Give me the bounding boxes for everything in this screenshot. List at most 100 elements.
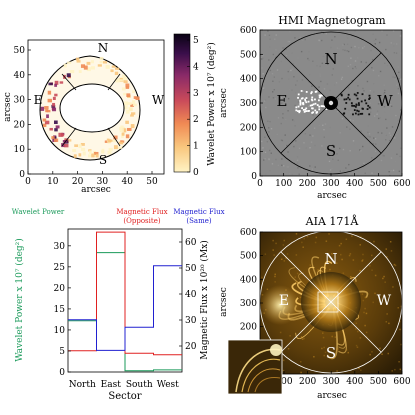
right-tick-label: 50 [185, 264, 197, 274]
tick-label: 30 [14, 96, 26, 106]
sector-ylabel-right: Magnetic Flux x 10²⁰ (Mx) [199, 240, 210, 360]
tick-label: 100 [275, 377, 292, 387]
tick-label: 50 [146, 177, 158, 187]
left-tick-label: 10 [54, 326, 66, 336]
aia-x-ticks: 100 200 300 400 500 600 [275, 371, 411, 387]
sector-xlabel: Sector [108, 391, 141, 402]
p1-sector-w: W [152, 93, 165, 107]
hmi-image [260, 30, 402, 176]
legend-flux-same-line1: Magnetic Flux [173, 208, 224, 216]
tick-label: 600 [240, 228, 257, 238]
tick-label: 500 [370, 179, 387, 189]
tick-label: 40 [121, 177, 133, 187]
p1-sector-s: S [99, 153, 107, 167]
category-label: North [69, 380, 96, 390]
p1-x-ticks: 0 10 20 30 40 50 [25, 171, 158, 187]
hmi-sector-s: S [326, 142, 336, 160]
hmi-xlabel: arcsec [317, 191, 347, 201]
tick-label: 40 [14, 71, 26, 81]
tick-label: 200 [240, 123, 257, 133]
p1-ylabel: arcsec [3, 92, 13, 122]
tick-label: 20 [72, 177, 84, 187]
right-tick-label: 60 [185, 238, 197, 248]
p1-xlabel: arcsec [81, 185, 111, 195]
colorbar-tick-label: 5 [193, 36, 199, 46]
sector-chart-panel: Wavelet Power Magnetic Flux (Opposite) M… [12, 208, 225, 402]
left-tick-label: 0 [59, 368, 65, 378]
hmi-sector-e: E [277, 92, 288, 110]
sector-ylabel-left: Wavelet Power x 10⁷ (deg²) [14, 238, 25, 362]
sector-right-ticks: 20 30 40 50 60 [179, 238, 197, 352]
left-tick-label: 20 [54, 284, 66, 294]
category-label: South [126, 380, 153, 390]
tick-label: 30 [97, 177, 109, 187]
tick-label: 400 [240, 275, 257, 285]
tick-label: 500 [370, 377, 387, 387]
colorbar-tick-label: 1 [193, 142, 199, 152]
right-tick-label: 30 [185, 316, 197, 326]
tick-label: 200 [240, 323, 257, 333]
category-label: East [101, 380, 122, 390]
legend-flux-same-line2: (Same) [186, 217, 211, 225]
colorbar-tick-label: 3 [193, 89, 199, 99]
sector-categories: North East South West [69, 380, 179, 390]
tick-label: 100 [240, 148, 257, 158]
aia-ylabel: arcsec [219, 287, 229, 317]
hmi-title: HMI Magnetogram [278, 14, 386, 27]
category-label: West [157, 380, 179, 390]
tick-label: 100 [275, 179, 292, 189]
aia-sector-w: W [377, 293, 392, 309]
aia-sector-e: E [279, 293, 289, 309]
colorbar-tick-label: 2 [193, 115, 199, 125]
tick-label: 300 [323, 377, 340, 387]
tick-label: 0 [251, 172, 257, 182]
aia-xlabel: arcsec [317, 391, 347, 401]
tick-label: 200 [299, 179, 316, 189]
colorbar-tick-label: 4 [193, 62, 199, 72]
tick-label: 200 [299, 377, 316, 387]
colorbar-tick-label: 0 [193, 168, 199, 178]
sector-left-ticks: 0 5 10 15 20 25 30 [54, 242, 71, 378]
wavelet-map-image [39, 55, 141, 161]
hmi-sector-w: W [377, 92, 393, 110]
tick-label: 500 [240, 50, 257, 60]
p1-sector-e: E [34, 93, 43, 107]
sector-plot-frame [67, 228, 183, 373]
tick-label: 600 [393, 377, 410, 387]
tick-label: 400 [240, 75, 257, 85]
hmi-sector-n: N [324, 50, 337, 68]
right-tick-label: 20 [185, 342, 197, 352]
colorbar-ticks: 0 1 2 3 4 5 [187, 36, 199, 178]
hmi-y-ticks: 0 100 200 300 400 500 600 [240, 26, 263, 182]
hmi-panel: HMI Magnetogram N E S W 0 100 200 300 400 500… [219, 14, 411, 201]
tick-label: 300 [240, 99, 257, 109]
tick-label: 0 [25, 177, 31, 187]
series-2-line [68, 265, 182, 351]
left-tick-label: 15 [54, 305, 66, 315]
aia-sector-s: S [326, 344, 336, 362]
left-tick-label: 25 [54, 263, 66, 273]
left-tick-label: 30 [54, 242, 66, 252]
left-tick-label: 5 [59, 347, 65, 357]
tick-label: 600 [240, 26, 257, 36]
p1-sector-n: N [98, 41, 109, 55]
p1-y-ticks: 0 10 20 30 40 50 [14, 46, 31, 180]
tick-label: 300 [240, 299, 257, 309]
right-tick-label: 40 [185, 290, 197, 300]
aia-zoom-inset [227, 339, 283, 395]
tick-label: 20 [14, 120, 26, 130]
legend-flux-opposite-line1: Magnetic Flux [116, 208, 167, 216]
tick-label: 600 [393, 179, 410, 189]
tick-label: 0 [19, 170, 25, 180]
tick-label: 400 [346, 179, 363, 189]
tick-label: 10 [47, 177, 59, 187]
tick-label: 10 [14, 145, 26, 155]
colorbar-label: Wavelet Power x 10⁷ (deg²) [206, 42, 217, 166]
tick-label: 500 [240, 252, 257, 262]
hmi-ylabel: arcsec [219, 88, 229, 118]
hmi-x-ticks: 0 100 200 300 400 500 600 [257, 173, 411, 189]
colorbar [173, 33, 191, 173]
tick-label: 300 [322, 179, 339, 189]
